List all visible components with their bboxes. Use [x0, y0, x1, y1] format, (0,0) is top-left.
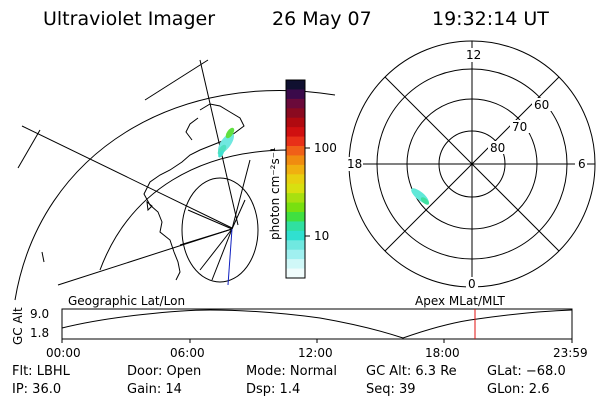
date-label: 26 May 07	[272, 8, 372, 30]
coastline	[143, 103, 245, 281]
colorbar-tick-100: 100	[314, 141, 337, 155]
colorbar-segment	[286, 136, 305, 147]
timeline-ytick-bottom: 1.8	[30, 326, 49, 340]
colorbar-segment	[286, 259, 305, 270]
polar-plot	[348, 40, 596, 288]
colorbar-segment	[286, 230, 305, 241]
geographic-map-panel	[14, 59, 336, 301]
colorbar-frame	[285, 79, 306, 279]
footprint-ray-4	[231, 199, 246, 230]
colorbar-segment	[286, 117, 305, 128]
colorbar-segment	[286, 89, 305, 100]
mlat-label-70: 70	[512, 120, 527, 134]
colorbar-segment	[286, 183, 305, 194]
blue-meridian-line	[227, 228, 233, 286]
lat-circle-outer	[14, 90, 336, 301]
altitude-curve	[61, 309, 573, 339]
colorbar-segment	[286, 98, 305, 109]
footprint-ray-5	[187, 209, 233, 230]
aurora-patch-polar	[411, 188, 430, 205]
edge-mark-1	[41, 251, 45, 263]
colorbar-segment	[286, 80, 305, 91]
aurora-patch-geo	[217, 127, 235, 158]
mlt-label-18: 18	[347, 157, 362, 171]
colorbar-segment	[286, 174, 305, 185]
mlt-label-6: 6	[578, 157, 586, 171]
colorbar	[285, 79, 310, 279]
coastline-island	[146, 200, 153, 212]
lat-circle-mid	[99, 149, 291, 271]
lon-line-1	[21, 125, 233, 229]
timeline-xtick-1: 06:00	[170, 346, 205, 360]
colorbar-segment	[286, 127, 305, 138]
colorbar-segment	[286, 164, 305, 175]
timeline-ytick-top: 9.0	[30, 307, 49, 321]
seq-info: Seq: 39	[366, 382, 416, 397]
colorbar-segment	[286, 202, 305, 213]
timeline-ylabel: GC Alt	[11, 307, 25, 345]
dsp-info: Dsp: 1.4	[246, 382, 301, 397]
gc-alt-info: GC Alt: 6.3 Re	[366, 364, 457, 379]
timeline-xtick-3: 18:00	[425, 346, 460, 360]
colorbar-segment	[286, 212, 305, 223]
gain-info: Gain: 14	[127, 382, 182, 397]
colorbar-segment	[286, 155, 305, 166]
filter-info: Flt: LBHL	[12, 364, 70, 379]
timeline-xtick-2: 12:00	[298, 346, 333, 360]
glon-info: GLon: 2.6	[487, 382, 550, 397]
timeline-xtick-4: 23:59	[553, 346, 588, 360]
lat-circle-inner	[17, 129, 41, 169]
ip-info: IP: 36.0	[12, 382, 62, 397]
time-label: 19:32:14 UT	[432, 8, 549, 30]
mlt-label-12: 12	[466, 48, 481, 62]
colorbar-segment	[286, 108, 305, 119]
mlat-label-80: 80	[490, 141, 505, 155]
instrument-title: Ultraviolet Imager	[43, 8, 216, 30]
footprint-ellipse	[181, 177, 259, 283]
lon-line-2	[144, 59, 209, 101]
footprint-ray-1	[179, 228, 233, 246]
colorbar-segment	[286, 146, 305, 157]
colorbar-segment	[286, 221, 305, 232]
mlt-label-0: 0	[468, 277, 476, 291]
geographic-panel-label: Geographic Lat/Lon	[68, 294, 185, 308]
colorbar-segment	[286, 249, 305, 260]
timeline-frame	[61, 308, 573, 340]
glat-info: GLat: −68.0	[487, 364, 566, 379]
footprint-ray-2	[199, 228, 233, 271]
polar-diag-2	[384, 76, 560, 252]
footprint-ray-3	[211, 228, 233, 281]
colorbar-segment	[286, 193, 305, 204]
mlat-label-60: 60	[534, 98, 549, 112]
door-info: Door: Open	[127, 364, 202, 379]
altitude-timeline	[61, 308, 573, 343]
lon-line-5	[231, 159, 251, 230]
colorbar-segment	[286, 240, 305, 251]
mode-info: Mode: Normal	[246, 364, 337, 379]
timeline-xtick-0: 00:00	[46, 346, 81, 360]
polar-panel-label: Apex MLat/MLT	[415, 294, 505, 308]
colorbar-tick-10: 10	[314, 229, 330, 243]
colorbar-unit-label: photon cm⁻²s⁻¹	[268, 147, 282, 240]
colorbar-segment	[286, 268, 305, 279]
